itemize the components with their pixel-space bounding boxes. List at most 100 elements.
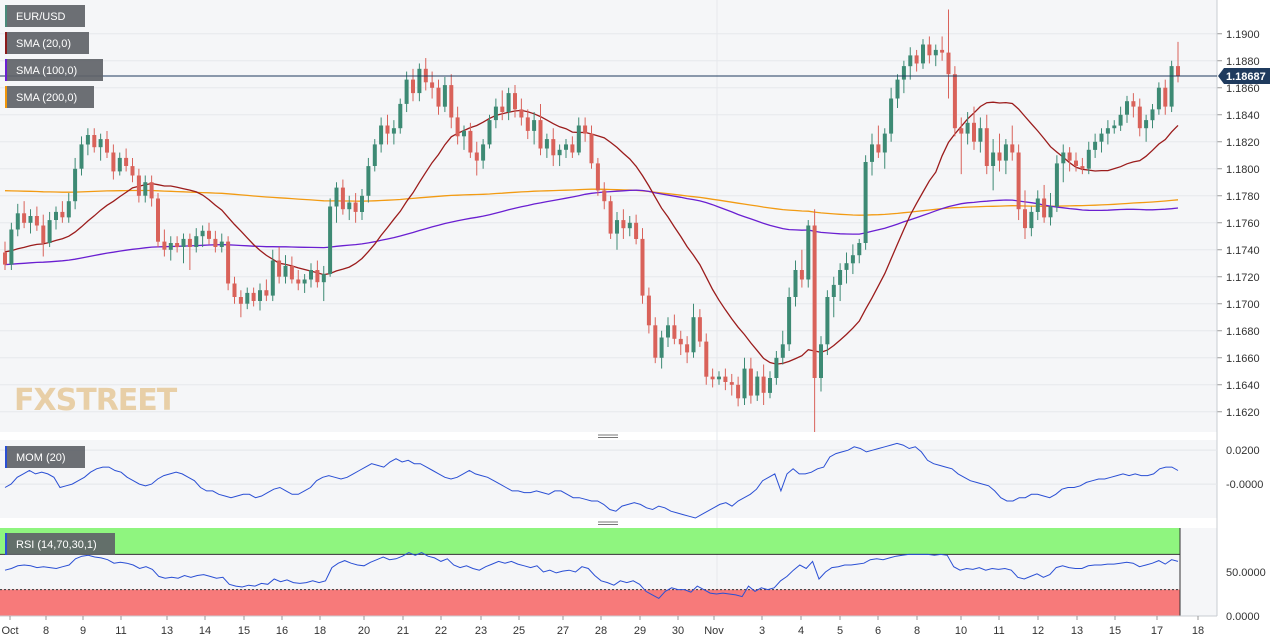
candle-down <box>997 152 1002 161</box>
candle-down <box>710 376 715 380</box>
candle-up <box>9 229 14 265</box>
candle-down <box>149 182 154 199</box>
candle-down <box>1016 152 1021 210</box>
candle-down <box>296 279 301 284</box>
candle-up <box>1150 109 1155 121</box>
candle-up <box>15 213 20 230</box>
legend-label: SMA (20,0) <box>16 38 71 50</box>
candle-down <box>723 376 728 382</box>
price-tick-label: 1.1900 <box>1226 29 1260 41</box>
candle-up <box>965 122 970 134</box>
rsi-legend-swatch <box>5 533 7 555</box>
candle-up <box>85 135 90 145</box>
candle-up <box>417 68 422 94</box>
x-tick-label: 27 <box>557 625 569 637</box>
price-tick-label: 1.1820 <box>1226 137 1260 149</box>
candle-down <box>353 202 358 212</box>
candle-up <box>850 255 855 264</box>
candle-up <box>372 144 377 166</box>
candle-down <box>914 55 919 64</box>
candle-down <box>1080 166 1085 169</box>
candle-down <box>736 384 741 399</box>
candle-down <box>92 135 97 148</box>
x-tick-label: 30 <box>672 625 684 637</box>
x-tick-label: Oct <box>1 625 18 637</box>
x-tick-label: 21 <box>397 625 409 637</box>
x-tick-label: 8 <box>914 625 920 637</box>
price-tick-label: 1.1620 <box>1226 407 1260 419</box>
candle-up <box>870 144 874 162</box>
price-tick-label: 1.1780 <box>1226 191 1260 203</box>
price-tick-label: 1.1640 <box>1226 380 1260 392</box>
candle-down <box>1042 198 1047 218</box>
candle-down <box>130 166 135 176</box>
legend-box <box>5 86 94 108</box>
last-price-text: 1.18687 <box>1226 71 1266 83</box>
candle-up <box>659 337 664 358</box>
candle-down <box>946 52 951 75</box>
candle-down <box>315 270 320 283</box>
price-panel-bg <box>0 0 1217 432</box>
candle-down <box>385 125 390 134</box>
candle-down <box>175 243 180 248</box>
candle-down <box>411 79 415 94</box>
price-axis: 1.1900 1.1880 1.1860 1.1840 1.1820 1.1800 1.17… <box>1216 0 1260 616</box>
candle-up <box>487 120 492 145</box>
candle-up <box>666 325 670 338</box>
x-tick-label: 6 <box>875 625 881 637</box>
candle-up <box>717 376 721 380</box>
candle-up <box>462 130 466 137</box>
candle-up <box>493 106 498 121</box>
candle-down <box>213 238 218 247</box>
candle-down <box>940 49 945 53</box>
candle-down <box>124 157 129 166</box>
candle-down <box>226 241 231 284</box>
candle-down <box>238 297 243 304</box>
candle-down <box>264 290 269 296</box>
legend-swatch <box>5 32 7 54</box>
candle-up <box>1169 66 1174 107</box>
candle-down <box>685 344 690 353</box>
x-tick-label: 8 <box>43 625 49 637</box>
x-tick-label: 28 <box>595 625 607 637</box>
candle-up <box>921 44 925 64</box>
candle-up <box>1105 128 1110 134</box>
candle-up <box>838 270 843 285</box>
candle-up <box>28 216 33 223</box>
x-tick-label: 11 <box>115 625 126 637</box>
mom-tick-label: 0.0200 <box>1226 445 1260 457</box>
candle-down <box>187 238 192 247</box>
x-tick-label: 13 <box>1071 625 1083 637</box>
candle-down <box>697 317 702 342</box>
candle-up <box>117 157 122 172</box>
candle-up <box>194 236 199 247</box>
candle-down <box>60 211 65 218</box>
candle-down <box>799 270 804 280</box>
candle-down <box>162 241 167 250</box>
candle-down <box>156 198 160 242</box>
legend: EUR/USD SMA (20,0) SMA (100,0) SMA (200,0) <box>5 5 103 108</box>
sma-100-path <box>4 189 1179 266</box>
candle-up <box>73 168 78 202</box>
sma-100-line <box>4 189 1179 266</box>
candle-down <box>1137 106 1142 129</box>
candle-up <box>1048 206 1053 218</box>
mom-legend-label: MOM (20) <box>16 452 66 464</box>
price-tick-label: 1.1700 <box>1226 299 1260 311</box>
candle-down <box>1176 66 1180 76</box>
x-tick-label: 13 <box>161 625 173 637</box>
candle-up <box>200 230 205 237</box>
candle-down <box>646 295 651 326</box>
x-tick-label: 18 <box>314 625 326 637</box>
panel-resize-handle[interactable] <box>598 434 618 438</box>
x-tick-label: 4 <box>798 625 804 637</box>
candle-down <box>972 122 976 142</box>
candle-up <box>270 260 275 296</box>
candle-up <box>328 206 333 274</box>
candle-up <box>98 139 103 148</box>
panel-resize-handle[interactable] <box>598 521 618 525</box>
candle-up <box>895 79 900 99</box>
candle-down <box>500 106 505 112</box>
legend-label: SMA (100,0) <box>16 65 77 77</box>
candle-up <box>889 98 894 134</box>
